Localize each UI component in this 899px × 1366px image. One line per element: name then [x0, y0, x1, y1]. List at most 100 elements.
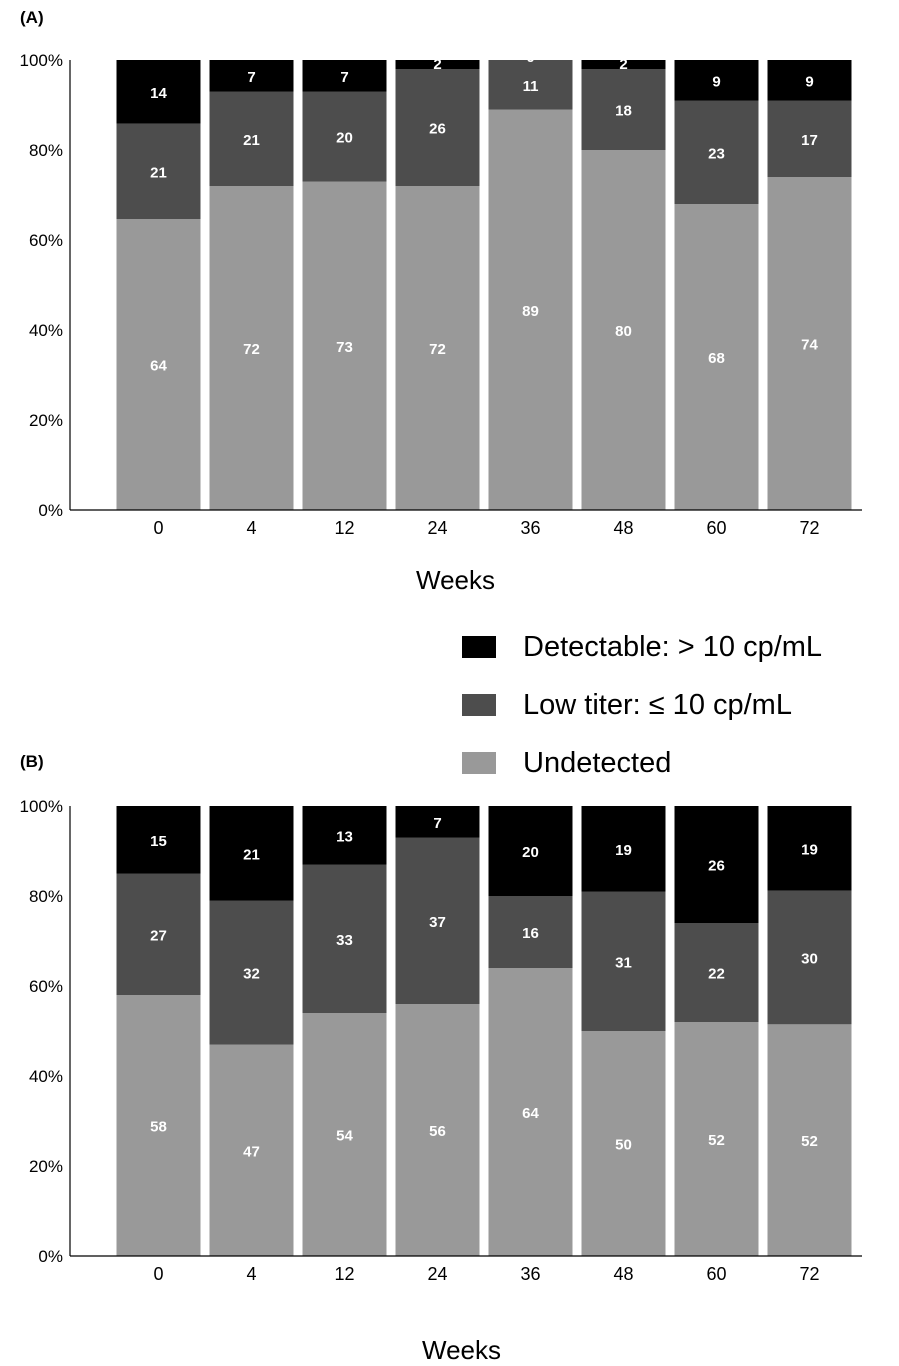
panel-a-bar-low-titer-10-cp-ml-24 [395, 69, 480, 186]
panel-b-bar-undetected-0 [116, 995, 201, 1256]
panel-a-bar-undetected-60 [674, 204, 759, 510]
panel-b-data-label-detectable-10-cp-ml-60: 26 [708, 858, 725, 875]
panel-a-bar-undetected-36 [488, 109, 573, 510]
legend-item-low-titer: Low titer: ≤ 10 cp/mL [462, 676, 822, 734]
panel-b-data-label-undetected-36: 64 [522, 1105, 539, 1122]
panel-b-bar-undetected-48 [581, 1031, 666, 1256]
panel-a-x-tick-label: 36 [520, 518, 540, 538]
panel-b-bar-low-titer-10-cp-ml-24 [395, 837, 480, 1004]
panel-b-data-label-low-titer-10-cp-ml-0: 27 [150, 927, 167, 944]
panel-a-bar-low-titer-10-cp-ml-72 [767, 100, 852, 177]
panel-b-data-label-low-titer-10-cp-ml-36: 16 [522, 925, 539, 942]
panel-a-data-label-undetected-48: 80 [615, 323, 632, 340]
panel-b-bar-low-titer-10-cp-ml-12 [302, 864, 387, 1013]
panel-b-data-label-low-titer-10-cp-ml-72: 30 [801, 950, 818, 967]
panel-a-data-label-detectable-10-cp-ml-0: 14 [150, 85, 167, 102]
panel-a-data-label-undetected-24: 72 [429, 341, 446, 358]
panel-b-data-label-detectable-10-cp-ml-12: 13 [336, 828, 353, 845]
panel-a-bar-undetected-0 [116, 219, 201, 510]
panel-b-data-label-low-titer-10-cp-ml-60: 22 [708, 966, 725, 983]
panel-a-y-tick-label: 40% [29, 321, 63, 340]
panel-b-bar-detectable-10-cp-ml-72 [767, 806, 852, 891]
panel-b-data-label-undetected-0: 58 [150, 1119, 167, 1136]
panel-b-bar-low-titer-10-cp-ml-72 [767, 890, 852, 1025]
panel-a-bar-low-titer-10-cp-ml-4 [209, 91, 294, 186]
panel-b-x-tick-label: 48 [613, 1264, 633, 1284]
panel-b-data-label-undetected-24: 56 [429, 1123, 446, 1140]
panel-a-y-tick-label: 20% [29, 411, 63, 430]
panel-a-data-label-undetected-4: 72 [243, 341, 260, 358]
panel-a-y-tick-label: 80% [29, 141, 63, 160]
panel-a-data-label-detectable-10-cp-ml-60: 9 [712, 73, 720, 90]
panel-a-data-label-detectable-10-cp-ml-24: 2 [433, 56, 441, 73]
panel-a-data-label-undetected-36: 89 [522, 303, 539, 320]
panel-b-x-tick-label: 4 [246, 1264, 256, 1284]
panel-a-data-label-low-titer-10-cp-ml-60: 23 [708, 145, 725, 162]
panel-a-bar-detectable-10-cp-ml-12 [302, 60, 387, 92]
panel-b-y-tick-label: 20% [29, 1157, 63, 1176]
legend-item-undetected: Undetected [462, 734, 822, 792]
panel-b-data-label-undetected-4: 47 [243, 1143, 260, 1160]
panel-a-x-axis-title: Weeks [416, 565, 495, 595]
legend-swatch-undetected [462, 752, 496, 774]
legend-item-detectable: Detectable: > 10 cp/mL [462, 618, 822, 676]
panel-a-data-label-low-titer-10-cp-ml-36: 11 [523, 78, 539, 95]
panel-b-bar-low-titer-10-cp-ml-48 [581, 891, 666, 1031]
panel-a-bar-detectable-10-cp-ml-60 [674, 60, 759, 101]
panel-b-bar-detectable-10-cp-ml-0 [116, 806, 201, 874]
panel-a-data-label-detectable-10-cp-ml-12: 7 [340, 69, 348, 86]
panel-b-data-label-low-titer-10-cp-ml-4: 32 [243, 966, 260, 983]
panel-b-x-tick-label: 24 [427, 1264, 447, 1284]
panel-b-y-tick-label: 40% [29, 1067, 63, 1086]
panel-a-data-label-low-titer-10-cp-ml-48: 18 [615, 103, 632, 120]
panel-a-x-tick-label: 60 [706, 518, 726, 538]
panel-b-data-label-detectable-10-cp-ml-4: 21 [243, 846, 260, 863]
panel-b-data-label-detectable-10-cp-ml-24: 7 [433, 815, 441, 832]
legend-label-detectable: Detectable: > 10 cp/mL [523, 630, 823, 663]
panel-a-y-tick-label: 100% [20, 51, 63, 70]
panel-b-bar-undetected-36 [488, 968, 573, 1256]
panel-a-label: (A) [20, 8, 44, 27]
panel-a-bar-detectable-10-cp-ml-48 [581, 60, 666, 69]
panel-a-bar-low-titer-10-cp-ml-60 [674, 100, 759, 204]
panel-a-data-label-detectable-10-cp-ml-48: 2 [619, 56, 627, 73]
panel-b-data-label-low-titer-10-cp-ml-24: 37 [429, 914, 446, 931]
panel-b-x-tick-label: 60 [706, 1264, 726, 1284]
panel-a-data-label-detectable-10-cp-ml-36: 0 [526, 49, 534, 66]
panel-b-bar-low-titer-10-cp-ml-60 [674, 923, 759, 1022]
panel-b-bar-undetected-24 [395, 1004, 480, 1256]
panel-b-data-label-undetected-72: 52 [801, 1133, 818, 1150]
panel-b-bar-undetected-60 [674, 1022, 759, 1256]
panel-a-data-label-low-titer-10-cp-ml-72: 17 [801, 132, 818, 149]
panel-b-bar-detectable-10-cp-ml-48 [581, 806, 666, 892]
panel-b-bar-undetected-72 [767, 1024, 852, 1256]
panel-b-bar-undetected-4 [209, 1044, 294, 1256]
panel-b-x-axis-title: Weeks [422, 1335, 501, 1365]
panel-a-bar-detectable-10-cp-ml-24 [395, 60, 480, 69]
panel-b-bar-low-titer-10-cp-ml-4 [209, 900, 294, 1045]
panel-b-y-tick-label: 0% [38, 1247, 63, 1266]
panel-a-bar-detectable-10-cp-ml-4 [209, 60, 294, 92]
panel-b-data-label-detectable-10-cp-ml-36: 20 [522, 844, 539, 861]
panel-b-data-label-low-titer-10-cp-ml-12: 33 [336, 932, 353, 949]
panel-a-bar-undetected-48 [581, 150, 666, 510]
panel-a-x-tick-label: 24 [427, 518, 447, 538]
panel-a-bar-detectable-10-cp-ml-72 [767, 60, 852, 101]
panel-b-data-label-undetected-60: 52 [708, 1132, 725, 1149]
panel-b-x-tick-label: 0 [153, 1264, 163, 1284]
panel-b-y-tick-label: 80% [29, 887, 63, 906]
panel-b-bar-detectable-10-cp-ml-36 [488, 806, 573, 896]
panel-a-x-tick-label: 4 [246, 518, 256, 538]
panel-a-y-tick-label: 0% [38, 501, 63, 520]
panel-a-x-tick-label: 0 [153, 518, 163, 538]
panel-a-x-tick-label: 72 [799, 518, 819, 538]
panel-a-bar-undetected-4 [209, 186, 294, 510]
panel-a-data-label-undetected-12: 73 [336, 339, 353, 356]
panel-a-bar-low-titer-10-cp-ml-12 [302, 91, 387, 182]
panel-a-chart: 0%20%40%60%80%100%6421140722174732071272… [20, 49, 862, 538]
panel-a-data-label-low-titer-10-cp-ml-24: 26 [429, 121, 446, 138]
legend: Detectable: > 10 cp/mL Low titer: ≤ 10 c… [462, 618, 822, 792]
panel-a-data-label-detectable-10-cp-ml-72: 9 [805, 73, 813, 90]
legend-swatch-low-titer [462, 694, 496, 716]
panel-b-chart: 0% 20% 40% 60% 80% 100% 58 27 15 0 47 32 21 4 54 33 13 12… [20, 797, 862, 1284]
